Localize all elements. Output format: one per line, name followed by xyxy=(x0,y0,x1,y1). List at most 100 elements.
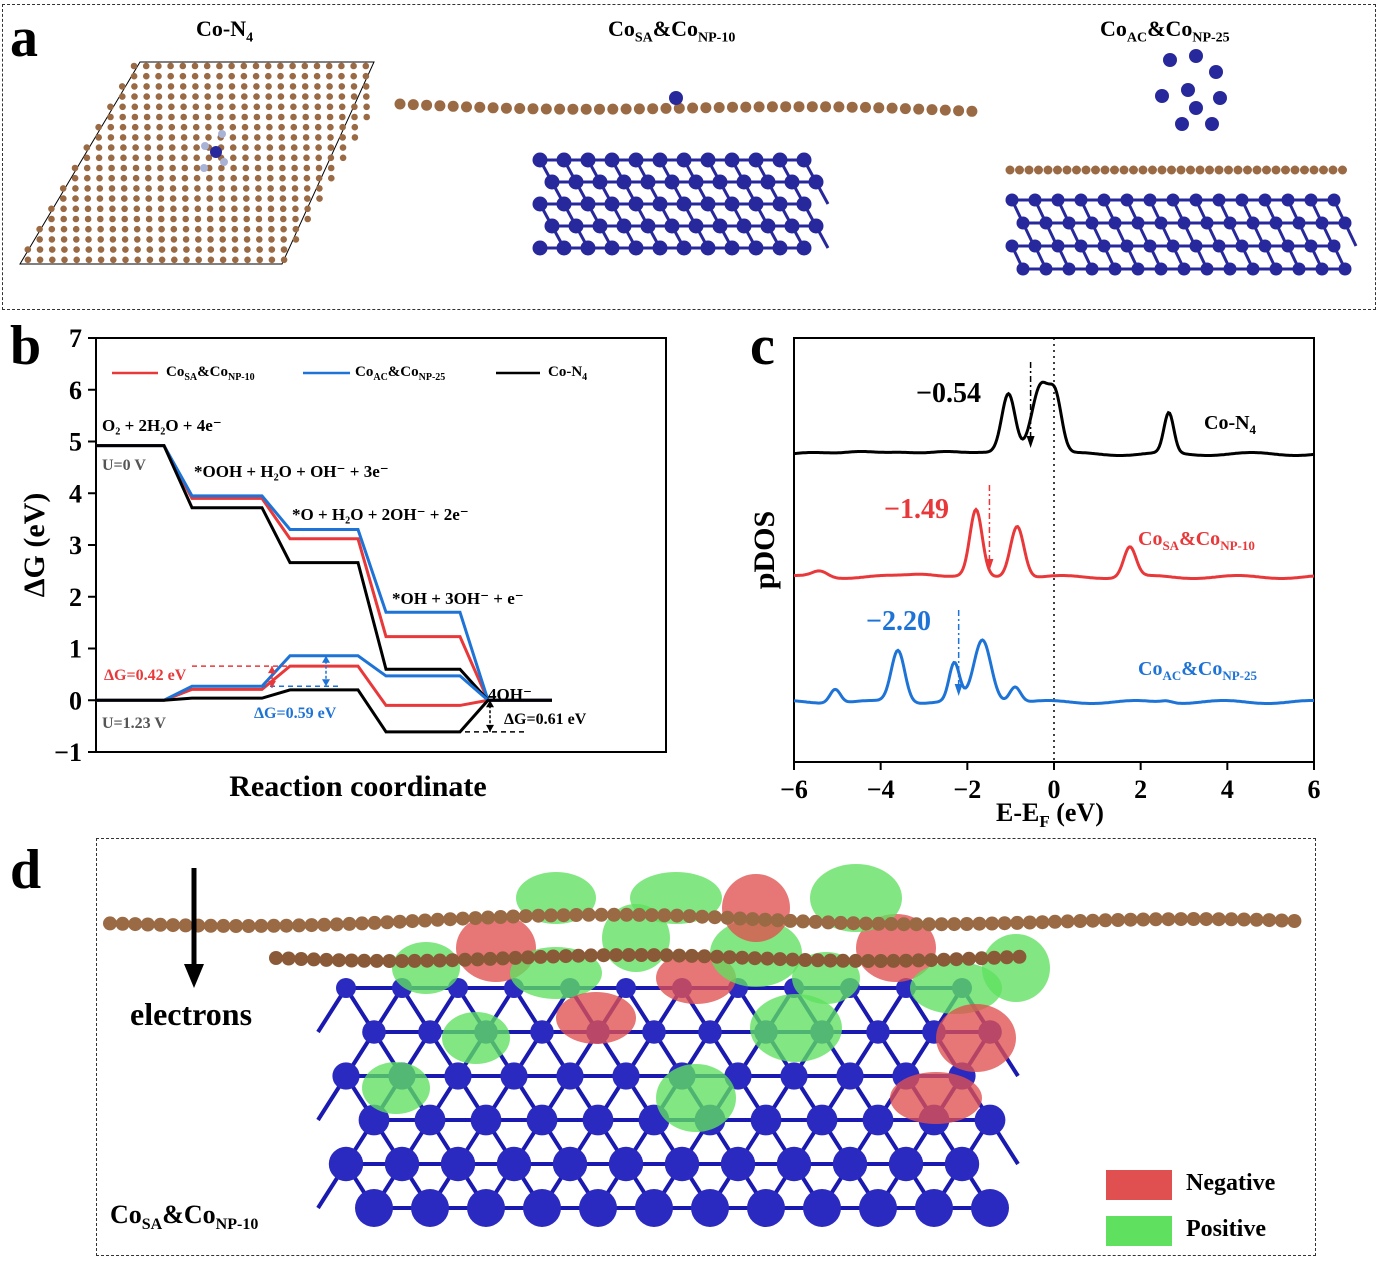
carbon-atom xyxy=(132,164,140,172)
panel-a-structures xyxy=(19,49,1358,276)
carbon-atom xyxy=(1195,165,1205,175)
carbon-atom xyxy=(684,948,699,963)
carbon-atom xyxy=(169,164,176,172)
carbon-atom xyxy=(280,236,288,243)
d-band-center-arrowhead-0 xyxy=(1026,436,1035,448)
cobalt-atom xyxy=(760,174,776,190)
y-tick-label: 6 xyxy=(69,376,82,405)
carbon-atom xyxy=(72,185,79,192)
carbon-atom xyxy=(315,134,322,141)
carbon-atom xyxy=(521,950,535,965)
carbon-atom xyxy=(121,236,129,243)
carbon-atom xyxy=(291,195,299,202)
cobalt-atom xyxy=(700,196,716,212)
carbon-atom xyxy=(899,103,911,115)
y-tick-label: 1 xyxy=(69,635,82,664)
carbon-atom xyxy=(217,113,224,121)
arrow-red-head2 xyxy=(268,680,276,688)
carbon-atom xyxy=(873,954,888,968)
carbon-atom xyxy=(122,256,129,264)
carbon-atom xyxy=(304,205,311,213)
carbon-atom xyxy=(315,144,322,151)
carbon-atom xyxy=(727,101,738,113)
carbon-atom xyxy=(265,103,273,111)
carbon-atom xyxy=(206,215,214,223)
carbon-atom xyxy=(228,83,236,90)
carbon-atom xyxy=(204,93,211,100)
cobalt-atom xyxy=(784,218,800,234)
carbon-atom xyxy=(83,154,91,162)
positive-isosurface xyxy=(362,1062,430,1114)
cobalt-atom xyxy=(604,152,620,168)
carbon-atom xyxy=(254,164,262,172)
cobalt-atom xyxy=(1062,262,1076,276)
carbon-atom xyxy=(48,205,55,213)
carbon-atom xyxy=(338,72,345,80)
carbon-atom xyxy=(670,908,684,923)
carbon-atom xyxy=(873,102,885,114)
carbon-atom xyxy=(97,215,104,223)
carbon-atom xyxy=(207,225,214,233)
positive-isosurface xyxy=(982,934,1050,1002)
arrow-red-head1 xyxy=(268,666,276,674)
cobalt-atom xyxy=(582,1104,614,1136)
carbon-atom xyxy=(1012,949,1027,964)
x-tick-label: −2 xyxy=(953,775,981,804)
pdos-label-3: CoAC&CoNP-25 xyxy=(1138,658,1258,683)
carbon-atom xyxy=(291,154,298,162)
carbon-atom xyxy=(107,103,114,111)
cobalt-atom xyxy=(1212,193,1226,207)
carbon-atom xyxy=(306,952,321,967)
carbon-atom xyxy=(338,103,346,111)
cobalt-atom xyxy=(760,218,776,234)
cobalt-atom xyxy=(580,152,596,168)
carbon-atom xyxy=(302,113,310,121)
carbon-atom xyxy=(71,164,79,172)
carbon-atom xyxy=(203,62,211,70)
carbon-atom xyxy=(267,174,274,182)
state3-label: *OH + 3OH⁻ + e⁻ xyxy=(392,589,524,608)
carbon-atom xyxy=(280,256,288,264)
cobalt-atom xyxy=(1200,262,1214,276)
carbon-atom xyxy=(240,72,248,80)
carbon-atom xyxy=(1319,165,1328,175)
y-axis-label: pDOS xyxy=(748,511,781,589)
carbon-atom xyxy=(316,185,323,192)
carbon-atom xyxy=(204,113,212,121)
nitrogen-atom xyxy=(200,164,208,172)
carbon-atom xyxy=(97,225,104,233)
cobalt-atom xyxy=(1258,239,1272,253)
cobalt-atom xyxy=(748,196,764,212)
carbon-atom xyxy=(290,123,298,131)
carbon-atom xyxy=(673,102,685,114)
carbon-atom xyxy=(146,225,153,233)
carbon-atom xyxy=(644,908,659,923)
carbon-atom xyxy=(884,917,899,931)
carbon-atom xyxy=(619,907,634,922)
carbon-atom xyxy=(342,916,357,931)
carbon-atom xyxy=(204,103,212,111)
carbon-atom xyxy=(182,205,189,213)
carbon-atom xyxy=(255,225,263,233)
carbon-atom xyxy=(179,62,187,70)
carbon-atom xyxy=(1274,913,1289,928)
cobalt-atom xyxy=(552,1146,588,1182)
carbon-atom xyxy=(1035,915,1050,930)
cobalt-atom xyxy=(862,1104,894,1136)
carbon-atom xyxy=(195,246,202,253)
carbon-atom xyxy=(279,174,286,182)
carbon-atom xyxy=(1205,165,1214,175)
cobalt-atom xyxy=(1085,216,1099,230)
coac-conp25-structure xyxy=(1005,49,1358,276)
carbon-atom xyxy=(131,83,138,90)
carbon-atom xyxy=(146,246,154,253)
carbon-atom xyxy=(109,205,116,213)
carbon-atom xyxy=(314,93,321,100)
carbon-atom xyxy=(1186,912,1201,926)
carbon-atom xyxy=(167,93,175,100)
cobalt-atom xyxy=(772,152,788,168)
carbon-atom xyxy=(823,953,838,968)
cobalt-atom xyxy=(616,978,636,998)
cobalt-atom xyxy=(772,196,788,212)
carbon-atom xyxy=(231,205,238,213)
